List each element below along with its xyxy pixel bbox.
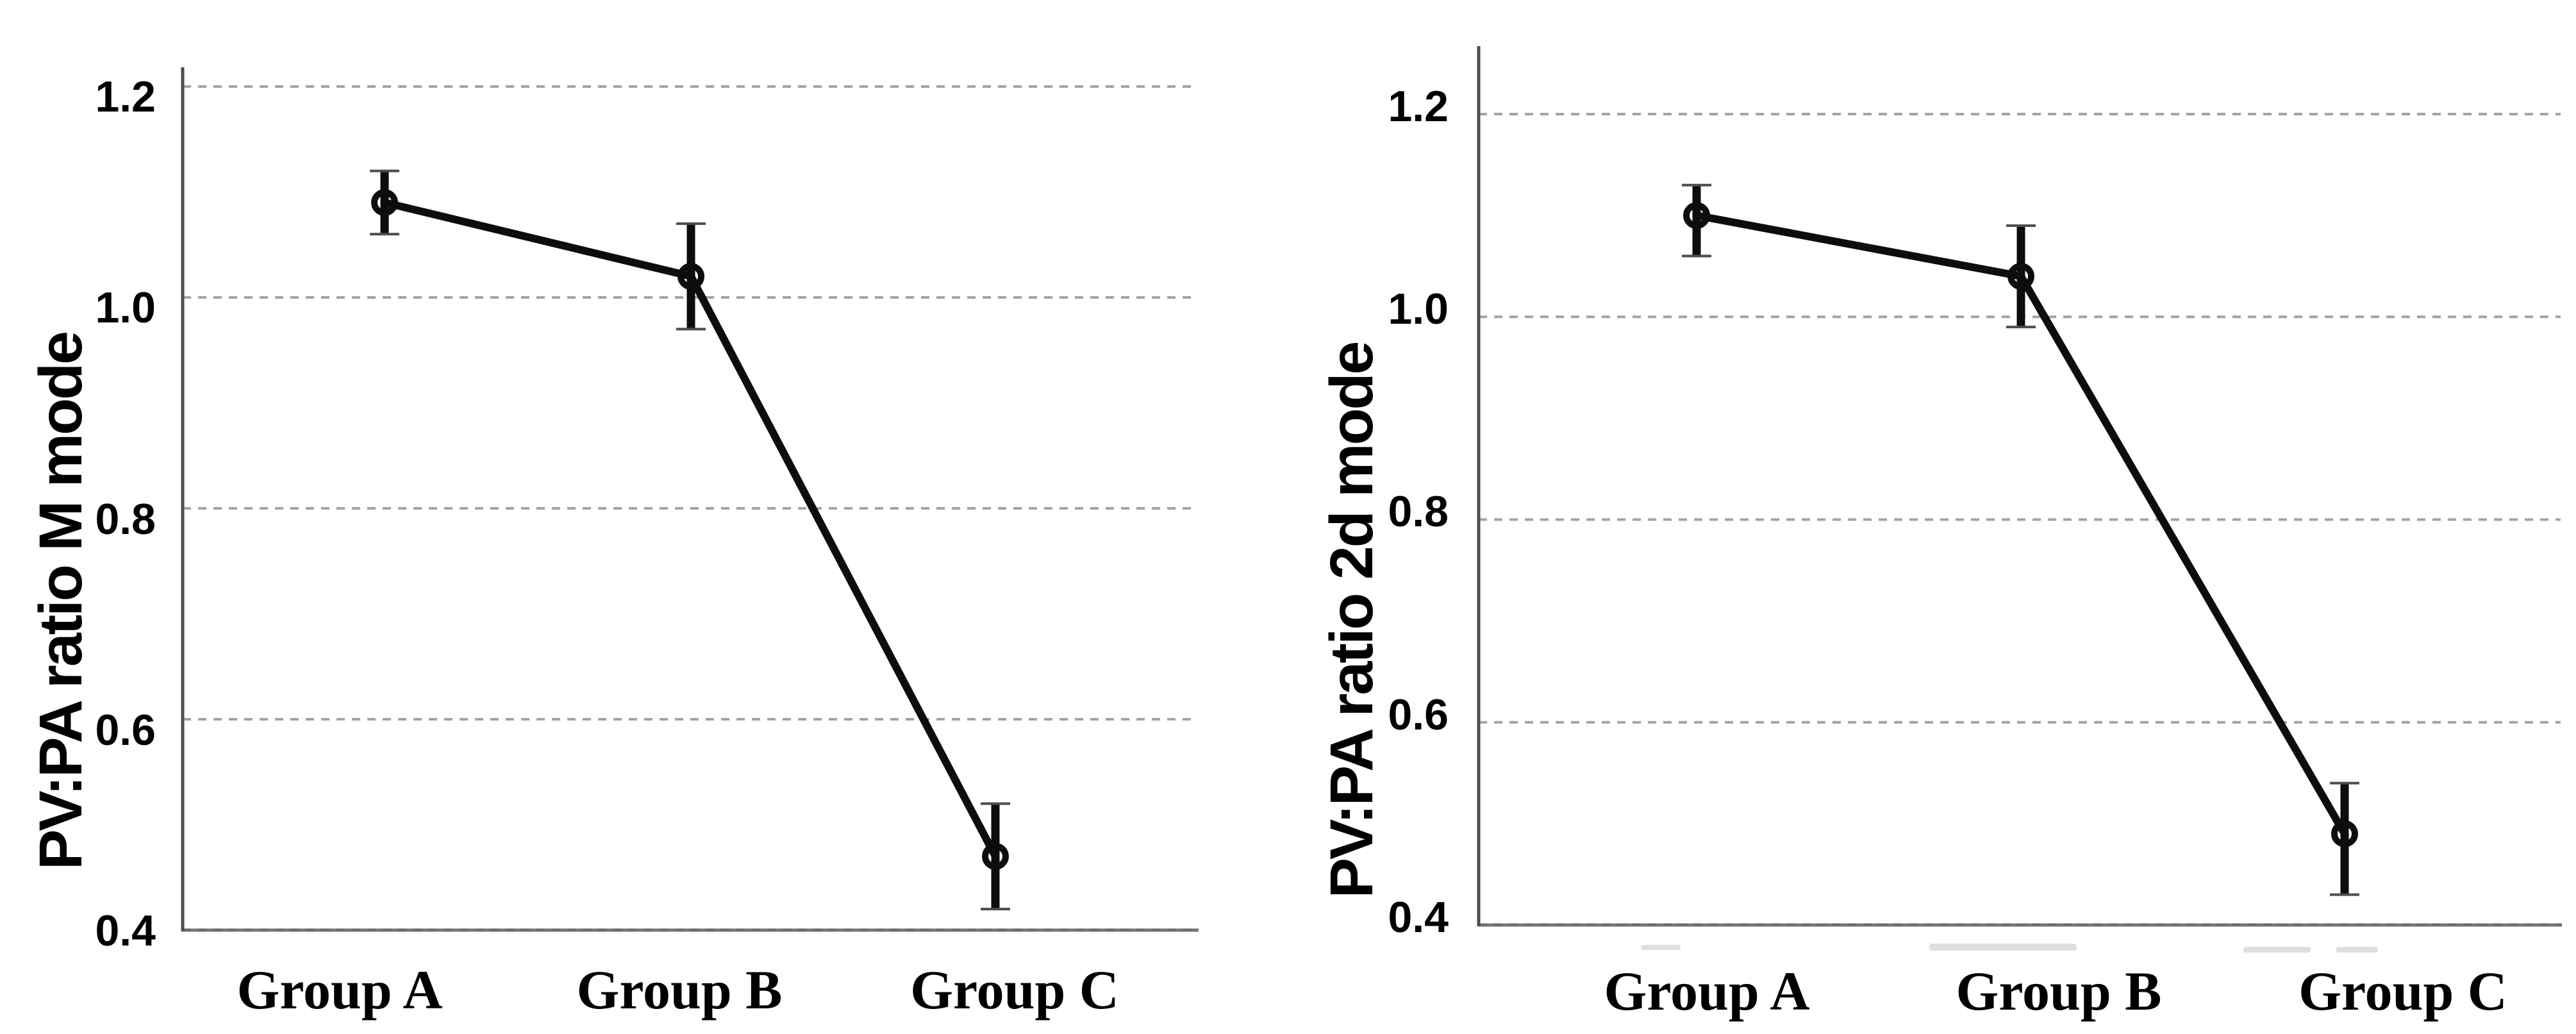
y-tick-label: 0.8 — [95, 495, 156, 544]
x-category-label: Group A — [1604, 960, 1810, 1022]
chart-m-mode — [181, 67, 1199, 932]
smudge-artifact — [1929, 944, 2077, 951]
data-point-marker — [677, 263, 704, 290]
x-category-label: Group C — [910, 959, 1119, 1021]
series-line — [1695, 212, 2348, 836]
y-tick-label: 0.4 — [1388, 893, 1449, 942]
data-point-marker — [982, 842, 1009, 870]
y-axis-title-m-mode: PV:PA ratio M mode — [27, 332, 95, 871]
y-tick-label: 0.8 — [1388, 487, 1449, 536]
x-category-label: Group B — [1956, 960, 2162, 1022]
y-tick-label: 0.6 — [95, 706, 156, 755]
smudge-artifact — [1641, 945, 1681, 950]
y-tick-label: 0.6 — [1388, 690, 1449, 739]
smudge-artifact — [2336, 947, 2378, 953]
x-category-label: Group B — [576, 959, 783, 1021]
y-tick-label: 1.0 — [95, 283, 156, 332]
data-point-marker — [2331, 820, 2358, 847]
y-tick-label: 1.2 — [95, 72, 156, 121]
y-tick-label: 1.2 — [1388, 82, 1449, 131]
chart-2d-mode — [1477, 46, 2562, 953]
data-point-marker — [1683, 202, 1710, 229]
y-tick-label: 0.4 — [95, 906, 156, 955]
series-line — [383, 199, 999, 858]
smudge-artifact — [2243, 947, 2311, 953]
data-point-marker — [2007, 263, 2034, 290]
x-category-label: Group A — [237, 959, 443, 1021]
data-point-marker — [371, 188, 398, 216]
y-tick-label: 1.0 — [1388, 285, 1449, 333]
x-category-label: Group C — [2298, 960, 2507, 1022]
